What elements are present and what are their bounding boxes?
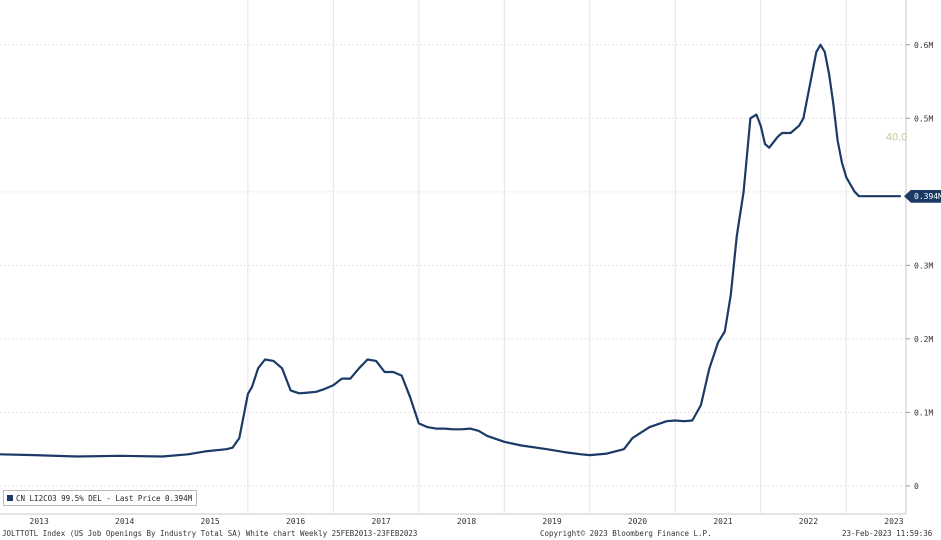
legend[interactable]: CN LI2CO3 99.5% DEL - Last Price 0.394M — [3, 490, 198, 506]
x-tick-label: 2013 — [30, 517, 49, 526]
series-line — [0, 43, 901, 458]
x-tick-label: 2019 — [542, 517, 561, 526]
y-tick-label: 0 — [914, 482, 919, 491]
faint-annotation: 40.0 — [886, 131, 907, 143]
x-tick-label: 2023 — [884, 517, 903, 526]
y-tick-label: 0.2M — [914, 335, 933, 344]
x-tick-label: 2017 — [371, 517, 390, 526]
footer-timestamp: 23-Feb-2023 11:59:36 — [842, 529, 933, 538]
grid-lines — [0, 0, 907, 515]
legend-label: CN LI2CO3 99.5% DEL - Last Price 0.394M — [16, 493, 193, 503]
x-tick-label: 2014 — [115, 517, 134, 526]
x-tick-label: 2015 — [200, 517, 219, 526]
annotation-layer: 40.0 — [886, 131, 907, 143]
y-tick-label: 0.6M — [914, 41, 933, 50]
x-tick-label: 2018 — [457, 517, 476, 526]
y-tick-label: 0.3M — [914, 261, 933, 270]
y-axis: 0 0.1M 0.2M 0.3M 0.5M 0.6M — [906, 41, 933, 491]
footer-copyright: Copyright© 2023 Bloomberg Finance L.P. — [540, 529, 712, 538]
y-tick-label: 0.1M — [914, 408, 933, 417]
series-layer — [0, 43, 901, 458]
x-tick-label: 2020 — [628, 517, 647, 526]
x-tick-label: 2016 — [286, 517, 305, 526]
footer-source: JOLTTOTL Index (US Job Openings By Indus… — [2, 529, 418, 538]
x-axis: 2013 2014 2015 2016 2017 2018 2019 2020 2021 2022… — [30, 517, 904, 526]
legend-swatch — [7, 495, 13, 501]
y-tick-label: 0.5M — [914, 114, 933, 123]
x-tick-label: 2021 — [713, 517, 732, 526]
x-tick-label: 2022 — [799, 517, 818, 526]
last-price-tag: 0.394M — [904, 189, 941, 203]
